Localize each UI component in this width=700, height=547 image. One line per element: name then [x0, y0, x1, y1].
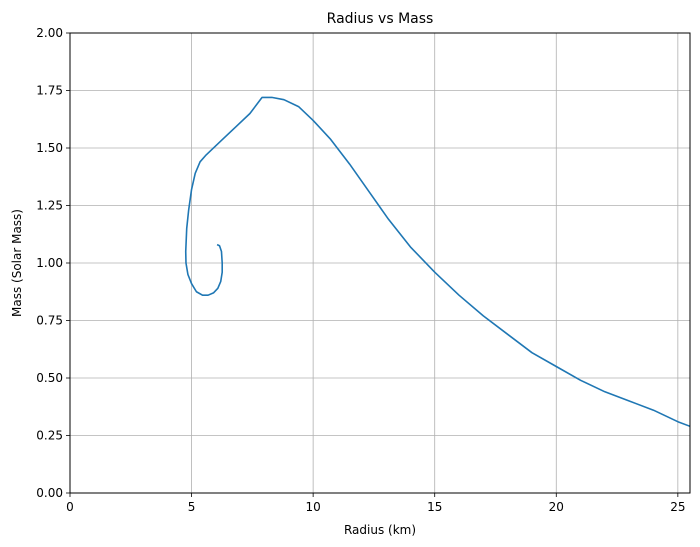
y-tick-label: 0.50 — [36, 371, 63, 385]
series-layer — [184, 96, 690, 428]
ticks: 0 5 10 15 20 25 0.00 0.25 0.50 0.75 1.00 1.25 1.50 1.… — [36, 26, 685, 514]
grid — [70, 33, 690, 493]
x-axis-label: Radius (km) — [344, 523, 416, 537]
x-tick-label: 20 — [549, 500, 564, 514]
y-tick-label: 2.00 — [36, 26, 63, 40]
x-tick-label: 5 — [188, 500, 196, 514]
y-tick-label: 0.00 — [36, 486, 63, 500]
series-line-0 — [184, 96, 690, 428]
x-tick-label: 15 — [427, 500, 442, 514]
y-tick-label: 1.25 — [36, 199, 63, 213]
y-tick-label: 1.00 — [36, 256, 63, 270]
y-tick-label: 1.75 — [36, 84, 63, 98]
x-tick-label: 0 — [66, 500, 74, 514]
y-tick-label: 1.50 — [36, 141, 63, 155]
x-tick-label: 25 — [670, 500, 685, 514]
x-tick-label: 10 — [305, 500, 320, 514]
y-axis-label: Mass (Solar Mass) — [10, 209, 24, 317]
chart-title: Radius vs Mass — [327, 11, 434, 27]
y-tick-label: 0.25 — [36, 429, 63, 443]
y-tick-label: 0.75 — [36, 314, 63, 328]
